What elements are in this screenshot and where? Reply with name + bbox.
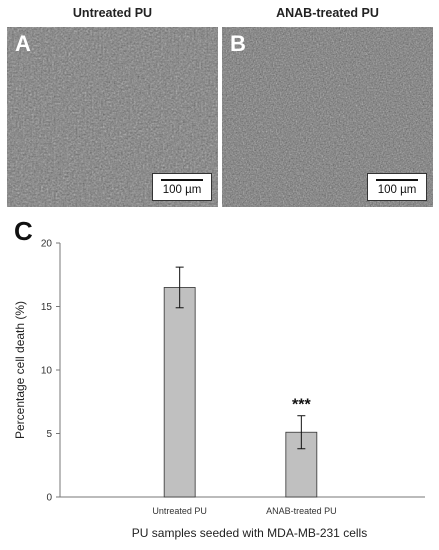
- scale-bar-a: 100 µm: [152, 173, 212, 201]
- micrograph-untreated: A 100 µm: [7, 27, 218, 207]
- panel-b-letter: B: [230, 31, 246, 56]
- y-axis-label: Percentage cell death (%): [13, 301, 27, 439]
- panel-a-title: Untreated PU: [72, 6, 153, 20]
- scale-label-b: 100 µm: [377, 184, 417, 196]
- x-tick-label-0: Untreated PU: [152, 506, 207, 516]
- y-tick-label-0: 0: [46, 493, 52, 504]
- micrograph-anab-treated: B 100 µm: [222, 27, 433, 207]
- x-axis-label: PU samples seeded with MDA-MB-231 cells: [131, 526, 368, 540]
- scale-bar-b: 100 µm: [367, 173, 427, 201]
- significance-annotation-0: ***: [292, 397, 311, 414]
- y-tick-label-1: 5: [46, 429, 52, 440]
- y-tick-label-4: 20: [41, 239, 53, 250]
- x-tick-label-1: ANAB-treated PU: [266, 506, 337, 516]
- panel-c-letter: C: [14, 216, 33, 246]
- panel-a-letter: A: [15, 31, 31, 56]
- scale-label-a: 100 µm: [162, 184, 202, 196]
- bar-0: [163, 287, 196, 498]
- panel-b-title: ANAB-treated PU: [276, 6, 379, 20]
- y-tick-label-2: 10: [41, 366, 53, 377]
- y-tick-label-3: 15: [41, 302, 53, 313]
